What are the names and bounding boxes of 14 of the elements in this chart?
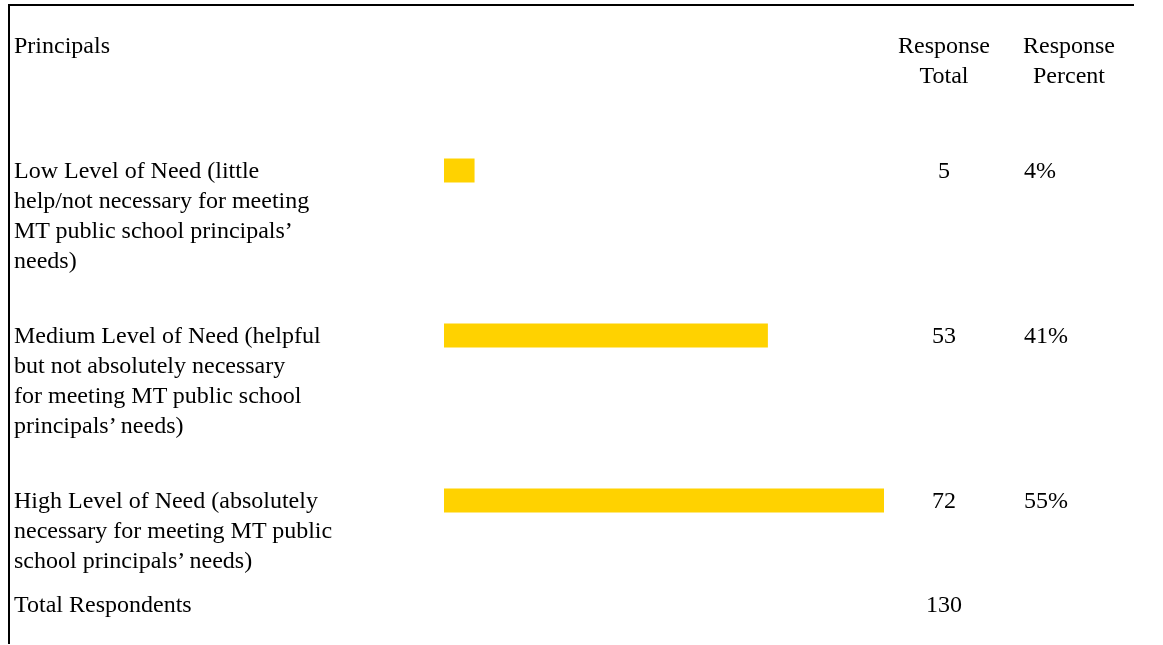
text: Response Total	[898, 32, 990, 88]
text: Total Respondents	[14, 591, 192, 617]
text: 4%	[1024, 156, 1056, 183]
y-tick-label: High Level of Need (absolutely necessary for meeting MT public school principals’ needs)	[14, 486, 333, 573]
text: 130	[926, 591, 962, 617]
text: 55%	[1024, 486, 1068, 513]
data-label: 53	[932, 321, 956, 348]
y-tick-label: Medium Level of Need (helpful but not absolutely necessary for meeting MT public school principals’ needs)	[14, 321, 321, 438]
text: Response Percent	[1023, 32, 1115, 88]
text: 41%	[1024, 321, 1068, 348]
data-label: 5	[938, 156, 950, 183]
data-label: 72	[932, 486, 956, 513]
y-axis-title: Principals	[14, 32, 110, 58]
y-tick-label: Low Level of Need (little help/not necessary for meeting MT public school principals’ needs)	[14, 156, 310, 273]
